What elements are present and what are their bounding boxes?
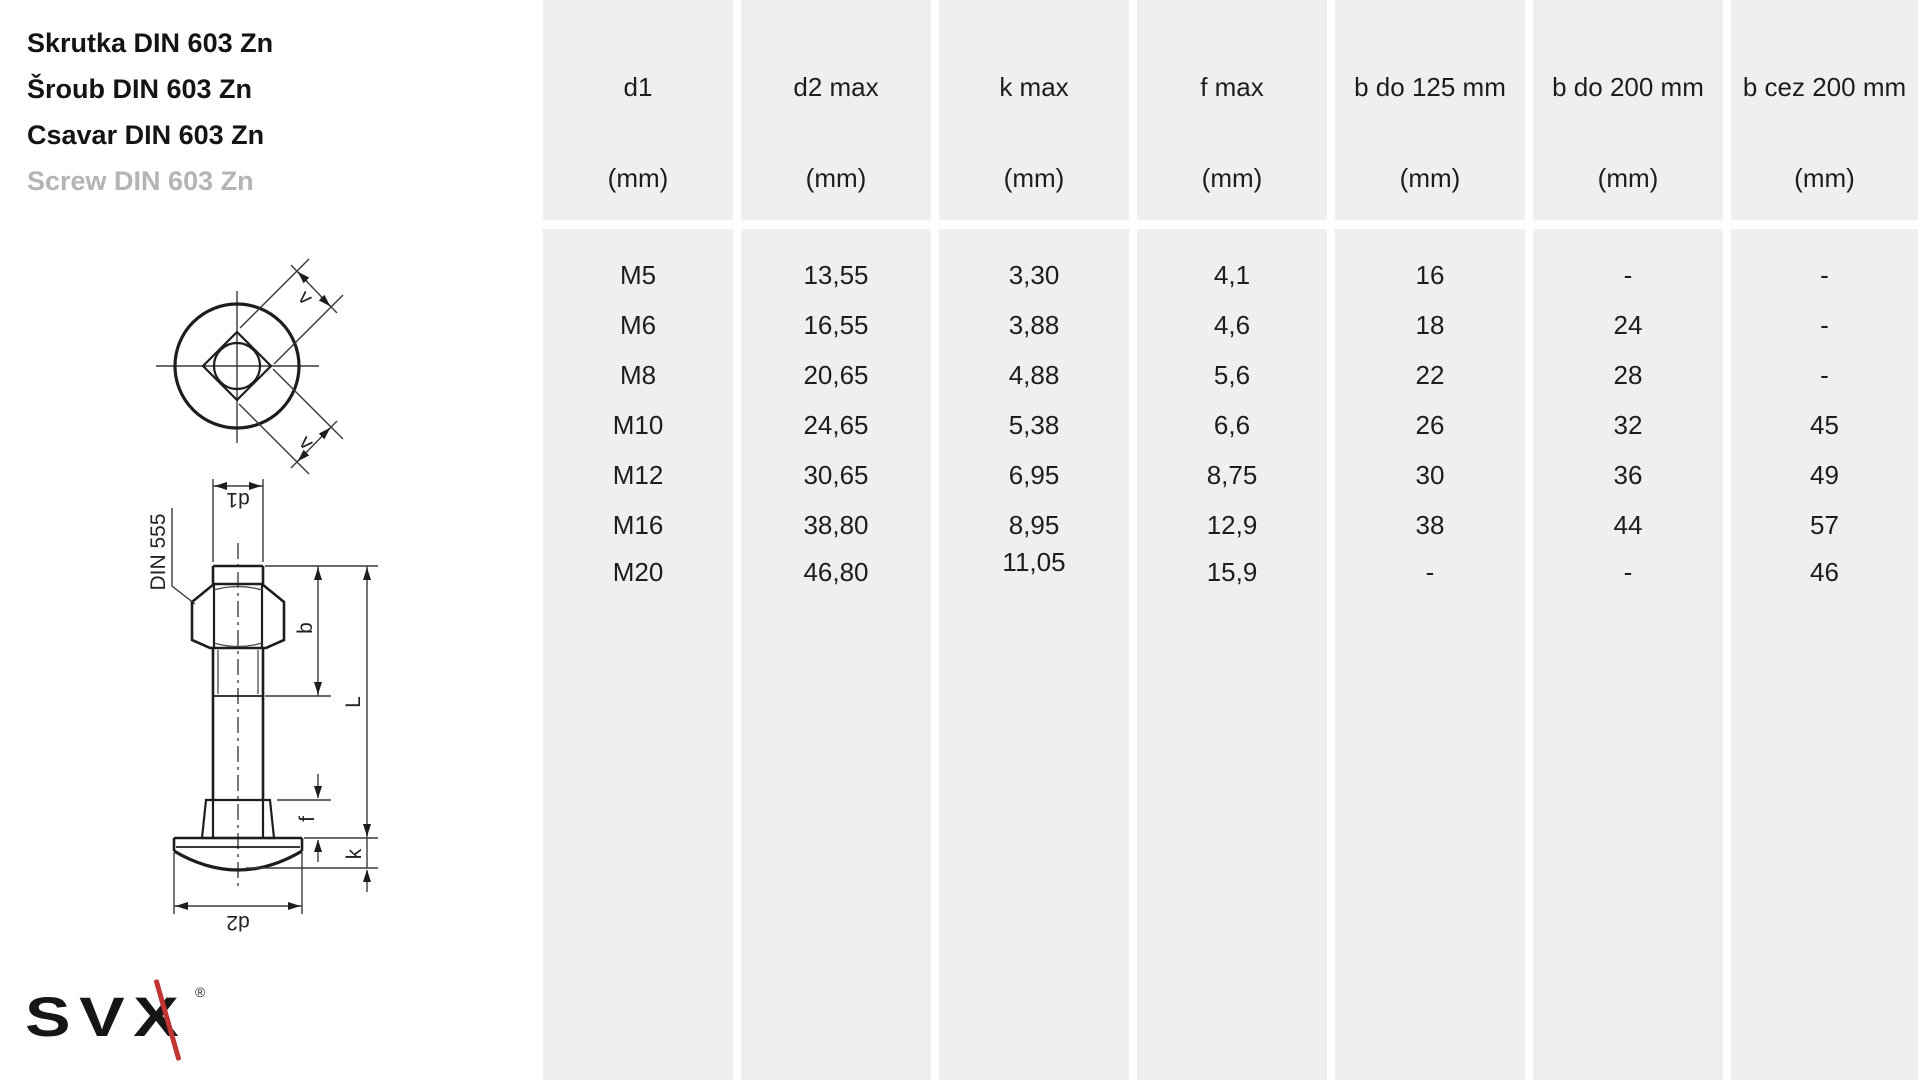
column-header: k max <box>999 72 1069 102</box>
column-unit: (mm) <box>1201 163 1263 193</box>
column-header: b do 200 mm <box>1552 72 1704 102</box>
table-cell: 30 <box>1415 460 1445 490</box>
table-cell: 18 <box>1415 310 1445 340</box>
dim-label-L: L <box>342 696 365 708</box>
table-column: f max (mm) 4,1 4,6 5,6 6,6 8,75 12,9 15,9 <box>1137 0 1327 1080</box>
table-cell: 16 <box>1415 260 1445 290</box>
table-cell: 46 <box>1810 557 1839 587</box>
dim-label-f: f <box>296 816 319 822</box>
table-cell: 11,05 <box>1002 547 1066 577</box>
table-cell: 4,88 <box>1008 360 1060 390</box>
table-column: b cez 200 mm (mm) - - - 45 49 57 46 <box>1731 0 1918 1080</box>
table-cell: 8,75 <box>1206 460 1258 490</box>
product-title-hu: Csavar DIN 603 Zn <box>27 120 265 150</box>
table-cell: 49 <box>1810 460 1839 490</box>
table-cell: 5,6 <box>1213 360 1251 390</box>
header-separator <box>543 220 1918 229</box>
table-cell: 3,30 <box>1008 260 1060 290</box>
table-cell: 30,65 <box>803 460 869 490</box>
column-unit: (mm) <box>1794 163 1855 193</box>
technical-drawing: v v d1 DIN 555 <box>147 258 378 934</box>
column-unit: (mm) <box>1597 163 1659 193</box>
column-header: d1 <box>623 72 653 102</box>
table-cell: 45 <box>1810 410 1839 440</box>
table-cell: 4,6 <box>1213 310 1251 340</box>
dim-label-d1: d1 <box>226 488 249 511</box>
table-column: d2 max (mm) 13,55 16,55 20,65 24,65 30,65 38,80… <box>741 0 931 1080</box>
table-cell: - <box>1425 557 1435 587</box>
side-view-drawing: d1 DIN 555 <box>147 479 378 934</box>
table-cell: 4,1 <box>1213 260 1251 290</box>
table-cell: 36 <box>1613 460 1643 490</box>
table-cell: 38 <box>1415 510 1445 540</box>
dim-label-k: k <box>343 848 366 859</box>
table-cell: 15,9 <box>1206 557 1258 587</box>
table-cell: 32 <box>1613 410 1643 440</box>
dim-label-b: b <box>294 622 317 634</box>
table-cell: 13,55 <box>803 260 869 290</box>
table-cell: 24 <box>1613 310 1643 340</box>
table-cell: - <box>1623 557 1633 587</box>
table-cell: 6,95 <box>1008 460 1060 490</box>
column-unit: (mm) <box>1399 163 1461 193</box>
table-cell: 12,9 <box>1206 510 1258 540</box>
table-cell: M10 <box>612 410 664 440</box>
table-cell: 24,65 <box>803 410 869 440</box>
column-header: b cez 200 mm <box>1742 72 1907 102</box>
product-title-sk: Skrutka DIN 603 Zn <box>27 28 274 58</box>
table-cell: 22 <box>1415 360 1445 390</box>
column-unit: (mm) <box>1003 163 1065 193</box>
logo-text: SVX <box>25 985 188 1048</box>
table-cell: M8 <box>619 360 657 390</box>
product-title-en: Screw DIN 603 Zn <box>27 166 254 196</box>
table-cell: 38,80 <box>803 510 869 540</box>
table-cell: - <box>1820 360 1829 390</box>
column-unit: (mm) <box>805 163 867 193</box>
table-cell: 57 <box>1810 510 1839 540</box>
product-titles: Skrutka DIN 603 Zn Šroub DIN 603 Zn Csav… <box>27 20 273 204</box>
table-cell: M5 <box>619 260 657 290</box>
product-title-cz: Šroub DIN 603 Zn <box>27 74 253 104</box>
table-cell: M6 <box>619 310 657 340</box>
table-cell: 5,38 <box>1008 410 1060 440</box>
table-column: b do 200 mm (mm) - 24 28 32 36 44 - <box>1533 0 1723 1080</box>
table-cell: 46,80 <box>803 557 869 587</box>
table-cell: 44 <box>1613 510 1643 540</box>
column-header: b do 125 mm <box>1354 72 1506 102</box>
table-cell: 28 <box>1613 360 1643 390</box>
table-cell: M12 <box>612 460 664 490</box>
column-unit: (mm) <box>607 163 669 193</box>
table-cell: 6,6 <box>1213 410 1251 440</box>
table-cell: M16 <box>612 510 664 540</box>
table-cell: 20,65 <box>803 360 869 390</box>
registered-mark-icon: ® <box>195 984 206 1000</box>
svx-logo: SVX ® <box>25 978 255 1068</box>
dim-label-d2: d2 <box>226 911 249 934</box>
din-555-label: DIN 555 <box>147 513 170 590</box>
table-cell: 26 <box>1415 410 1445 440</box>
table-cell: 16,55 <box>803 310 869 340</box>
column-header: f max <box>1200 72 1264 102</box>
table-cell: - <box>1820 260 1829 290</box>
table-column: b do 125 mm (mm) 16 18 22 26 30 38 - <box>1335 0 1525 1080</box>
table-cell: - <box>1820 310 1829 340</box>
table-cell: 8,95 <box>1008 510 1060 540</box>
column-header: d2 max <box>793 72 879 102</box>
table-cell: 3,88 <box>1008 310 1060 340</box>
table-column: k max (mm) 3,30 3,88 4,88 5,38 6,95 8,95 11,05 <box>939 0 1129 1080</box>
table-cell: - <box>1623 260 1633 290</box>
table-cell: M20 <box>612 557 664 587</box>
table-column: d1 (mm) M5 M6 M8 M10 M12 M16 M20 <box>543 0 733 1080</box>
